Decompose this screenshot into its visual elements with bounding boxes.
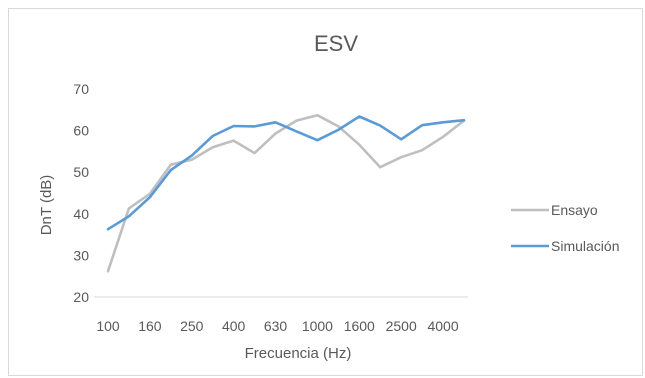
x-axis: 100 160 250 400 630 1000 1600 2500 4000 <box>96 318 459 334</box>
y-tick-label: 70 <box>73 81 89 97</box>
chart-area: ESV 20 30 40 50 60 70 100 160 250 400 630 1000 1600… <box>8 8 643 376</box>
y-axis: 20 30 40 50 60 70 <box>73 81 89 305</box>
x-tick-label: 630 <box>264 318 288 334</box>
x-tick-label: 160 <box>138 318 162 334</box>
series-line-simulaci-n <box>106 115 466 231</box>
x-tick-label: 250 <box>180 318 204 334</box>
legend: Ensayo Simulación <box>511 202 619 254</box>
x-tick-label: 2500 <box>386 318 417 334</box>
x-tick-label: 4000 <box>427 318 458 334</box>
series-line-ensayo <box>106 113 466 273</box>
legend-label-ensayo: Ensayo <box>551 202 598 218</box>
x-tick-label: 1000 <box>302 318 333 334</box>
legend-label-simulaci-n: Simulación <box>551 238 619 254</box>
x-axis-label: Frecuencia (Hz) <box>245 345 352 362</box>
y-tick-label: 20 <box>73 289 89 305</box>
line-chart: ESV 20 30 40 50 60 70 100 160 250 400 630 1000 1600… <box>38 31 619 362</box>
y-tick-label: 30 <box>73 247 89 263</box>
x-tick-label: 400 <box>222 318 246 334</box>
y-tick-label: 60 <box>73 123 89 139</box>
y-tick-label: 40 <box>73 206 89 222</box>
y-tick-label: 50 <box>73 164 89 180</box>
series-lines <box>106 113 466 273</box>
y-axis-label: DnT (dB) <box>38 175 55 236</box>
chart-title: ESV <box>314 31 358 56</box>
x-tick-label: 1600 <box>344 318 375 334</box>
x-tick-label: 100 <box>96 318 120 334</box>
